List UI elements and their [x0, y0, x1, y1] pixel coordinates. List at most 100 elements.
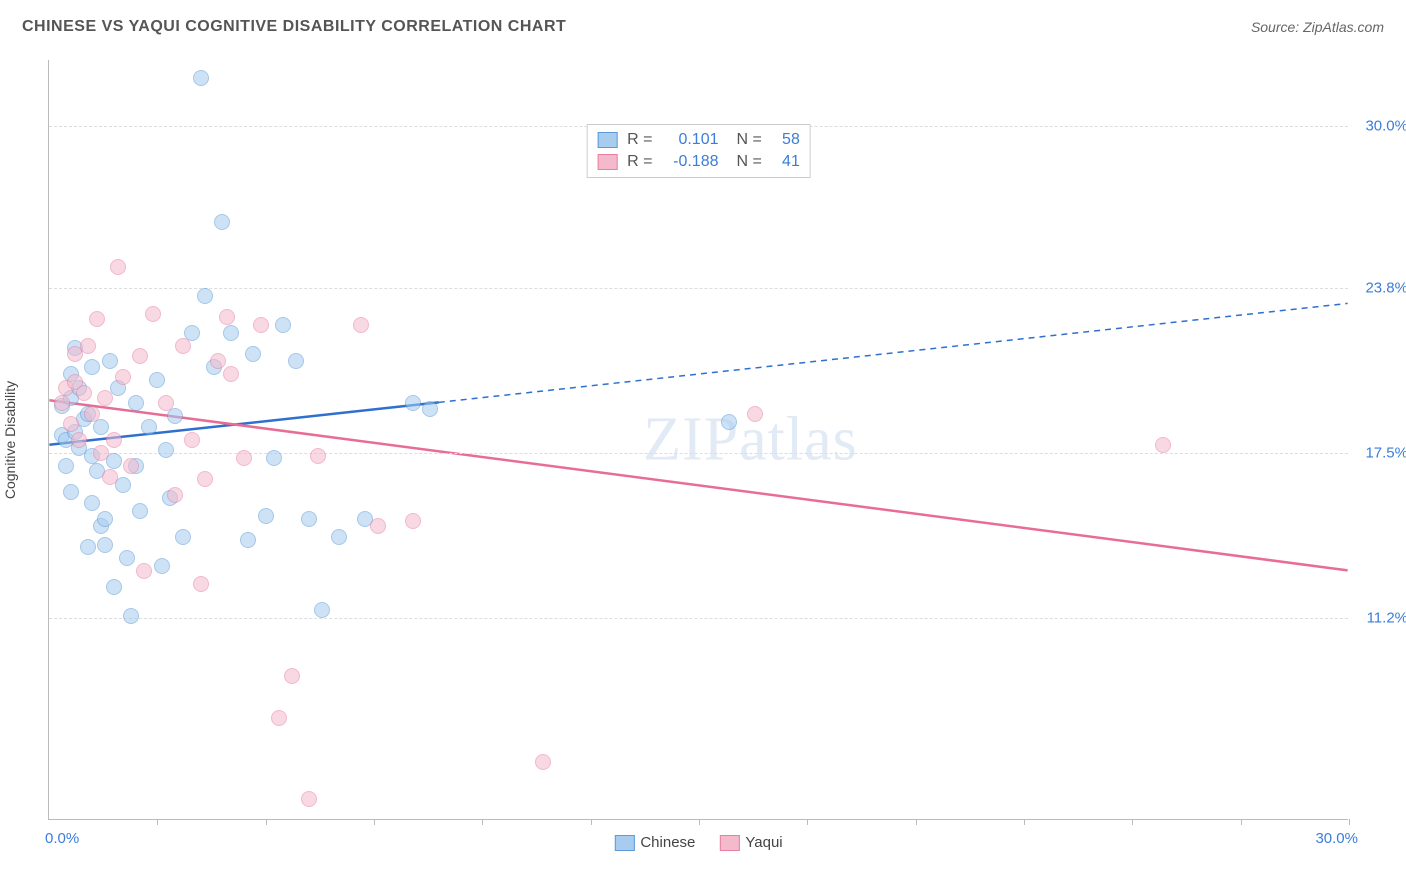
scatter-point	[102, 469, 118, 485]
scatter-point	[123, 458, 139, 474]
scatter-point	[123, 608, 139, 624]
chart-title: CHINESE VS YAQUI COGNITIVE DISABILITY CO…	[22, 18, 566, 36]
scatter-point	[132, 348, 148, 364]
scatter-point	[184, 432, 200, 448]
scatter-point	[266, 450, 282, 466]
legend-r-label: R =	[627, 131, 652, 149]
scatter-point	[223, 366, 239, 382]
x-tick	[1349, 819, 1350, 825]
legend-correlation-row: R =-0.188N =41	[597, 151, 800, 173]
scatter-point	[89, 311, 105, 327]
scatter-point	[102, 353, 118, 369]
scatter-point	[58, 458, 74, 474]
scatter-point	[145, 306, 161, 322]
scatter-point	[721, 414, 737, 430]
scatter-point	[84, 406, 100, 422]
legend-series-item: Chinese	[614, 834, 695, 851]
x-tick	[1024, 819, 1025, 825]
scatter-point	[132, 503, 148, 519]
legend-n-label: N =	[737, 131, 762, 149]
scatter-point	[80, 338, 96, 354]
scatter-point	[1155, 437, 1171, 453]
x-tick	[1132, 819, 1133, 825]
source-name: ZipAtlas.com	[1303, 19, 1384, 35]
scatter-point	[258, 508, 274, 524]
scatter-point	[80, 539, 96, 555]
legend-swatch	[719, 835, 739, 851]
scatter-point	[747, 406, 763, 422]
scatter-point	[301, 511, 317, 527]
scatter-point	[158, 395, 174, 411]
scatter-point	[197, 471, 213, 487]
legend-swatch	[597, 154, 617, 170]
x-tick	[374, 819, 375, 825]
scatter-chart: ZIPatlas R =0.101N =58R =-0.188N =41 Chi…	[48, 60, 1348, 820]
scatter-point	[405, 395, 421, 411]
source-credit: Source: ZipAtlas.com	[1251, 19, 1384, 35]
x-tick	[266, 819, 267, 825]
scatter-point	[167, 487, 183, 503]
scatter-point	[288, 353, 304, 369]
scatter-point	[93, 419, 109, 435]
legend-correlation-row: R =0.101N =58	[597, 129, 800, 151]
scatter-point	[154, 558, 170, 574]
scatter-point	[253, 317, 269, 333]
x-tick	[157, 819, 158, 825]
scatter-point	[353, 317, 369, 333]
scatter-point	[271, 710, 287, 726]
scatter-point	[175, 529, 191, 545]
legend-series-label: Chinese	[640, 834, 695, 851]
x-tick	[482, 819, 483, 825]
scatter-point	[141, 419, 157, 435]
legend-r-label: R =	[627, 153, 652, 171]
scatter-point	[115, 369, 131, 385]
scatter-point	[370, 518, 386, 534]
scatter-point	[158, 442, 174, 458]
gridline-h	[49, 288, 1348, 289]
scatter-point	[97, 537, 113, 553]
scatter-point	[110, 259, 126, 275]
legend-series-label: Yaqui	[745, 834, 782, 851]
scatter-point	[93, 445, 109, 461]
y-tick-label: 30.0%	[1352, 117, 1406, 134]
x-tick	[1241, 819, 1242, 825]
legend-series: Chinese Yaqui	[614, 834, 782, 851]
scatter-point	[210, 353, 226, 369]
scatter-point	[236, 450, 252, 466]
chart-header: CHINESE VS YAQUI COGNITIVE DISABILITY CO…	[22, 18, 1384, 36]
scatter-point	[84, 359, 100, 375]
scatter-point	[136, 563, 152, 579]
scatter-point	[240, 532, 256, 548]
scatter-point	[63, 484, 79, 500]
y-tick-label: 17.5%	[1352, 445, 1406, 462]
scatter-point	[223, 325, 239, 341]
scatter-point	[149, 372, 165, 388]
x-tick	[699, 819, 700, 825]
x-axis-max-label: 30.0%	[1315, 830, 1358, 847]
x-tick	[591, 819, 592, 825]
x-axis-min-label: 0.0%	[45, 830, 79, 847]
x-tick	[807, 819, 808, 825]
legend-swatch	[597, 132, 617, 148]
scatter-point	[167, 408, 183, 424]
scatter-point	[97, 390, 113, 406]
scatter-point	[193, 70, 209, 86]
scatter-point	[97, 511, 113, 527]
scatter-point	[275, 317, 291, 333]
legend-correlation: R =0.101N =58R =-0.188N =41	[586, 124, 811, 178]
scatter-point	[106, 579, 122, 595]
scatter-point	[63, 416, 79, 432]
y-axis-title: Cognitive Disability	[2, 381, 18, 499]
legend-n-label: N =	[737, 153, 762, 171]
scatter-point	[71, 432, 87, 448]
scatter-point	[405, 513, 421, 529]
scatter-point	[310, 448, 326, 464]
legend-swatch	[614, 835, 634, 851]
gridline-h	[49, 618, 1348, 619]
y-tick-label: 23.8%	[1352, 280, 1406, 297]
scatter-point	[54, 395, 70, 411]
scatter-point	[301, 791, 317, 807]
scatter-point	[175, 338, 191, 354]
scatter-point	[214, 214, 230, 230]
scatter-point	[219, 309, 235, 325]
